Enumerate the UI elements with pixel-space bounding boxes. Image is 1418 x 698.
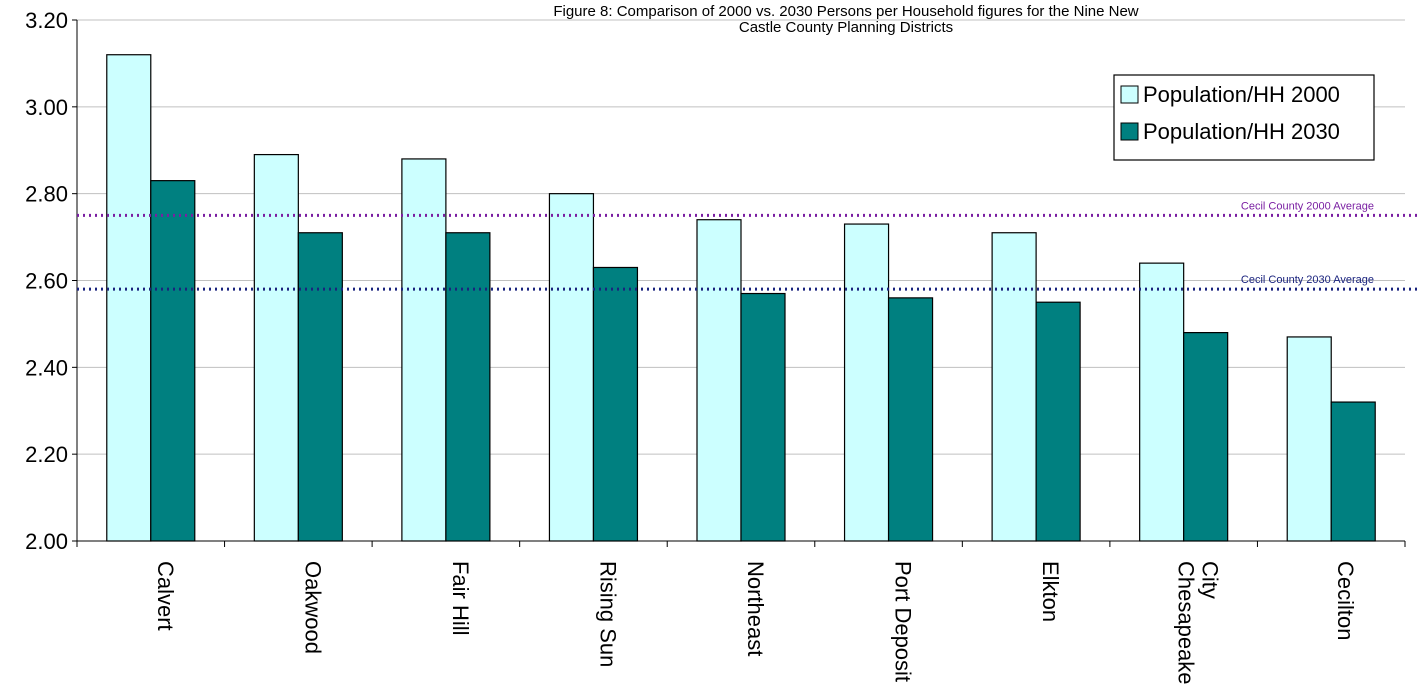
chart-title: Figure 8: Comparison of 2000 vs. 2030 Pe… [553,3,1138,36]
bar-2030-elkton [1035,301,1081,542]
y-tick-label: 2.80 [25,182,68,207]
x-tick-label-calvert: Calvert [153,561,178,631]
x-tick-label-oakwood: Oakwood [300,561,325,654]
x-tick-label-chesapeake-city: City [1198,561,1223,599]
bar-2030-port-deposit [887,297,934,542]
bar-2000-port-deposit [843,223,890,542]
x-tick-label-elkton: Elkton [1038,561,1063,622]
x-tick-label-northeast: Northeast [743,561,768,656]
x-tick-label-fair-hill: Fair Hill [448,561,473,636]
bar-2000-northeast [696,219,742,542]
legend-swatch-2030 [1120,122,1139,141]
bar-2000-rising-sun [548,193,595,542]
bar-2030-cecilton [1330,401,1376,542]
legend-label-2000: Population/HH 2000 [1143,82,1340,107]
y-tick-label: 3.00 [25,95,68,120]
title-line-1: Figure 8: Comparison of 2000 vs. 2030 Pe… [553,3,1138,20]
y-tick-label: 2.20 [25,442,68,467]
y-tick-label: 2.60 [25,269,68,294]
x-tick-label-rising-sun: Rising Sun [595,561,620,667]
title-line-2: Castle County Planning Districts [739,19,953,36]
bar-2030-calvert [150,180,196,542]
legend-label-2030: Population/HH 2030 [1143,119,1340,144]
reference-line-label-2000: Cecil County 2000 Average [1241,200,1374,212]
legend-swatch-2000 [1120,85,1139,104]
legend-box [1113,74,1375,161]
bar-2000-fair-hill [401,158,447,542]
y-tick-label: 3.20 [25,8,68,33]
y-tick-label: 2.40 [25,355,68,380]
bar-2000-calvert [106,54,152,542]
legend: Population/HH 2000 Population/HH 2030 [1113,74,1375,161]
bar-2000-chesapeake-city [1139,262,1185,542]
reference-line-label-2030: Cecil County 2030 Average [1241,274,1374,286]
bar-2030-rising-sun [592,266,639,542]
x-tick-label-chesapeake-city: Chesapeake [1174,561,1199,685]
bar-2030-fair-hill [445,232,491,542]
reference-lines: Cecil County 2000 Average Cecil County 20… [77,200,1418,291]
x-tick-label-cecilton: Cecilton [1333,561,1358,640]
bar-2000-oakwood [253,153,299,542]
bar-2030-oakwood [297,232,343,542]
axes: Calvert Oakwood Fair Hill Rising Sun Northea… [72,19,1406,685]
bar-2000-cecilton [1286,336,1332,542]
bar-2030-northeast [740,292,786,542]
bar-2030-chesapeake-city [1183,332,1229,542]
bar-2000-elkton [991,232,1037,542]
y-tick-label: 2.00 [25,529,68,554]
bars [106,54,1376,542]
x-tick-label-port-deposit: Port Deposit [891,561,916,682]
